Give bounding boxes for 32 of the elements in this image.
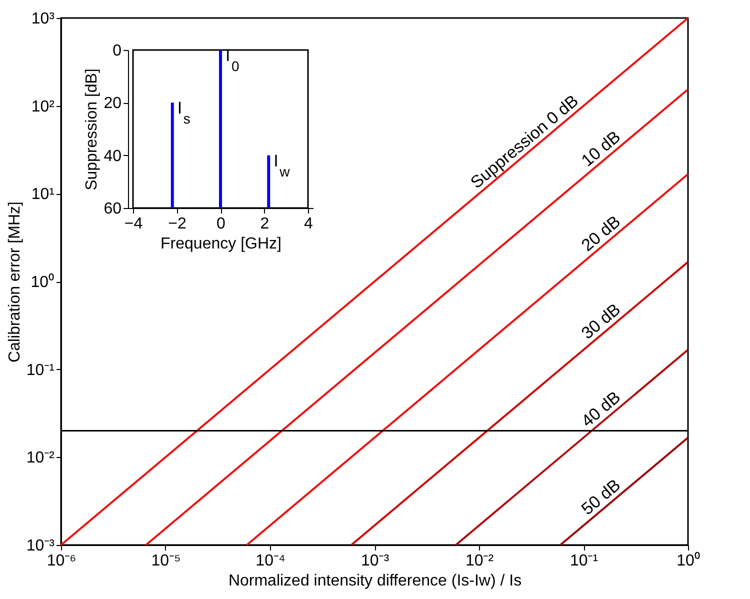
- x-axis-title: Frequency [GHz]: [160, 236, 282, 252]
- y-tick-label: 10⁻¹: [26, 362, 54, 379]
- y-axis-title: Suppression [dB]: [84, 68, 101, 190]
- x-tick-label: 2: [260, 216, 270, 232]
- x-axis-title: Normalized intensity difference (Is-Iw) / Is: [228, 572, 522, 590]
- y-tick-label: 40: [104, 148, 122, 165]
- text: 50 dB: [578, 476, 624, 519]
- y-tick-label: 10⁻²: [26, 450, 56, 467]
- text: 40 dB: [578, 388, 624, 431]
- x-tick-label: −2: [168, 216, 186, 232]
- x-tick-label: 10⁰: [676, 552, 700, 570]
- x-tick-label: 4: [304, 216, 314, 232]
- y-tick-label: 10⁰: [30, 273, 54, 291]
- y-tick-label: 10²: [31, 98, 56, 116]
- y-tick-label: 0: [112, 42, 122, 60]
- x-tick-label: −4: [124, 216, 143, 232]
- x-tick-label: 0: [216, 216, 226, 232]
- text: 20 dB: [578, 212, 624, 256]
- x-tick-label: 10⁻⁴: [256, 552, 286, 570]
- y-tick-label: 60: [104, 200, 122, 218]
- text: 30 dB: [578, 300, 624, 343]
- x-tick-label: 10⁻⁶: [46, 552, 76, 570]
- y-axis-title: Calibration error [MHz]: [6, 202, 24, 362]
- y-tick-label: 20: [104, 95, 122, 112]
- y-tick-label: 10¹: [31, 186, 54, 204]
- y-tick-label: 10³: [31, 10, 56, 28]
- y-tick-label: 10⁻³: [26, 538, 56, 554]
- x-tick-label: 10⁻²: [465, 552, 494, 570]
- x-tick-label: 10⁻³: [360, 552, 390, 570]
- x-tick-label: 10⁻⁵: [151, 552, 181, 570]
- text: 10 dB: [578, 127, 624, 170]
- x-tick-label: 10⁻¹: [570, 552, 598, 570]
